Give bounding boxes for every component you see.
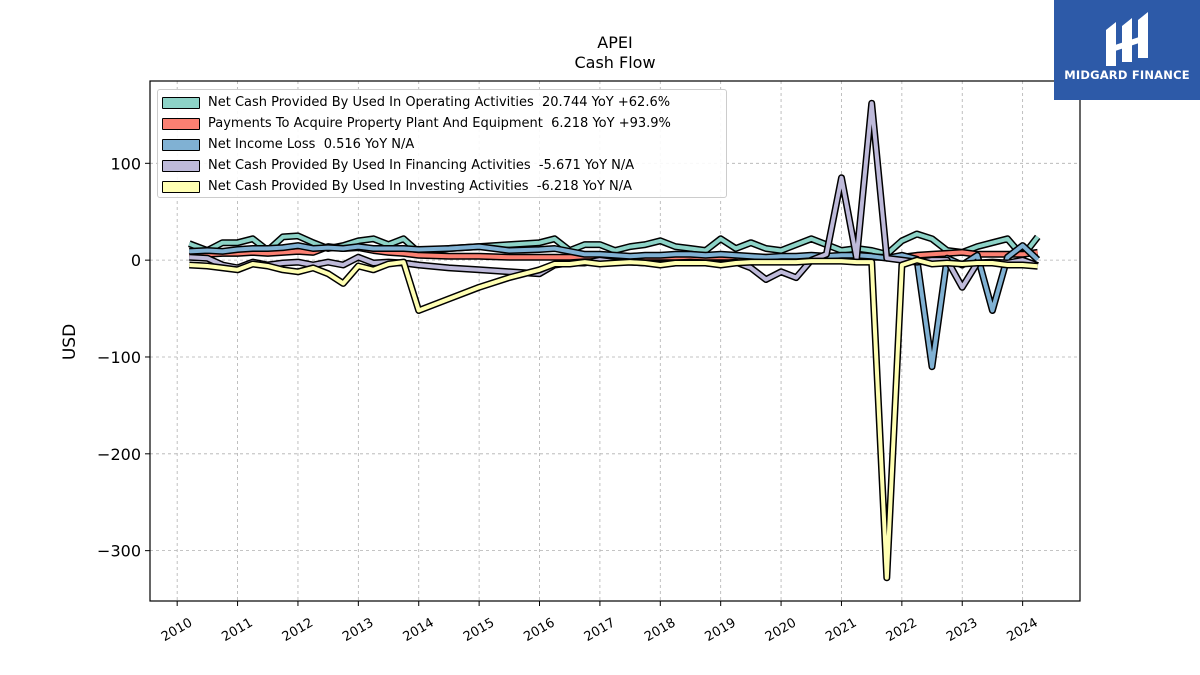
x-tick-label: 2011 [219,615,255,645]
x-tick-label: 2024 [1004,615,1040,645]
legend-item: Net Income Loss 0.516 YoY N/A [162,134,726,155]
legend-item: Payments To Acquire Property Plant And E… [162,113,726,134]
x-tick-label: 2013 [340,615,376,645]
legend-item: Net Cash Provided By Used In Financing A… [162,155,726,176]
legend-swatch [162,159,200,172]
y-axis: 100 0 −100 −200 −300 [97,154,150,561]
x-tick-label: 2016 [521,615,557,645]
x-tick-label: 2010 [159,615,195,645]
x-tick-label: 2021 [823,615,859,645]
series-outline-4 [189,256,1038,582]
legend-label: Net Cash Provided By Used In Investing A… [208,179,633,194]
x-tick-label: 2018 [642,615,678,645]
chart-title: APEI [597,33,632,52]
y-tick-label: −100 [97,348,141,367]
legend-label: Net Cash Provided By Used In Operating A… [208,95,671,110]
y-axis-label: USD [60,324,80,360]
legend-label: Payments To Acquire Property Plant And E… [208,116,671,131]
legend-swatch [162,138,200,151]
legend-item: Net Cash Provided By Used In Operating A… [162,92,726,113]
legend-label: Net Income Loss 0.516 YoY N/A [208,137,415,152]
midgard-finance-logo: MIDGARD FINANCE [1054,0,1200,100]
series-layer [188,99,1041,582]
x-tick-label: 2023 [944,615,980,645]
chart-legend: Net Cash Provided By Used In Operating A… [157,89,727,198]
x-tick-label: 2022 [884,615,920,645]
legend-item: Net Cash Provided By Used In Investing A… [162,176,726,197]
legend-label: Net Cash Provided By Used In Financing A… [208,158,635,173]
chart-subtitle: Cash Flow [574,53,655,72]
y-tick-label: 100 [110,154,141,173]
logo-text: MIDGARD FINANCE [1064,68,1190,82]
y-tick-label: −300 [97,542,141,561]
x-tick-label: 2020 [763,615,799,645]
series-line-4 [189,258,1038,580]
legend-swatch [162,117,200,130]
x-tick-label: 2017 [582,615,618,645]
y-tick-label: −200 [97,445,141,464]
x-tick-label: 2019 [703,615,739,645]
x-tick-label: 2014 [401,615,437,645]
legend-swatch [162,180,200,193]
x-tick-label: 2012 [280,615,316,645]
midgard-logo-icon [1106,12,1148,66]
y-tick-label: 0 [131,251,141,270]
plot-frame [149,80,1081,602]
x-axis: 2010 2011 2012 2013 2014 2015 2016 2017 2018 2019… [159,601,1041,645]
legend-swatch [162,96,200,109]
series-line-2 [189,243,1040,369]
x-tick-label: 2015 [461,615,497,645]
